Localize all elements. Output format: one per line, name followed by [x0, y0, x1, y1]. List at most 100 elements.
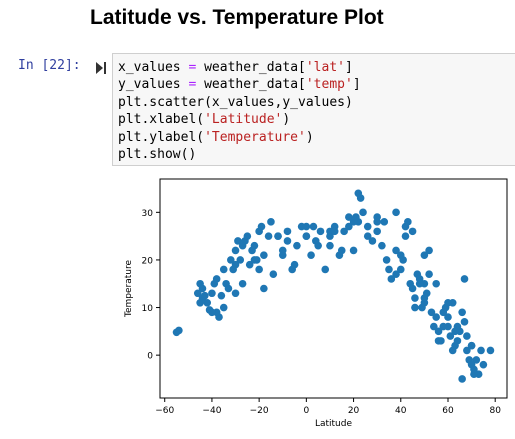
data-point — [458, 308, 466, 317]
data-point — [401, 232, 410, 240]
data-point — [382, 256, 391, 264]
code-operator: = — [188, 77, 197, 93]
data-point — [486, 346, 495, 355]
y-tick-label: 0 — [147, 352, 153, 362]
data-point — [352, 213, 360, 221]
data-point — [463, 346, 471, 355]
code-line: plt.xlabel('Latitude') — [118, 112, 290, 127]
code-line: plt.ylabel('Temperature') — [118, 130, 314, 145]
data-point — [411, 294, 419, 302]
data-point — [380, 218, 389, 226]
data-point — [293, 241, 301, 250]
code-string: 'lat' — [305, 60, 345, 75]
data-point — [260, 284, 268, 293]
data-point — [231, 289, 240, 298]
data-point — [340, 227, 348, 236]
code-text: plt.ylabel( — [118, 129, 205, 145]
data-point — [302, 232, 311, 240]
data-point — [238, 279, 247, 288]
x-axis-label: Latitude — [315, 419, 353, 429]
code-cell-editor[interactable]: x_values = weather_data['lat'] y_values … — [112, 53, 515, 166]
data-point — [274, 232, 282, 240]
data-point — [243, 232, 252, 240]
data-point — [446, 332, 455, 340]
data-point — [264, 232, 273, 240]
data-point — [472, 356, 481, 364]
data-point — [245, 260, 254, 269]
data-point — [408, 227, 417, 236]
data-point — [278, 246, 287, 255]
data-point — [269, 270, 278, 279]
cell-output: −60 −40 −20 0 20 40 60 80 0 10 20 30 Latitude Tempera… — [110, 172, 515, 439]
code-line: plt.show() — [118, 147, 196, 162]
data-point — [227, 256, 235, 264]
data-point — [460, 275, 469, 283]
code-text: x_values — [118, 60, 189, 75]
data-point — [448, 346, 457, 355]
data-point — [411, 303, 419, 312]
data-point — [392, 208, 400, 217]
data-point — [458, 375, 466, 383]
data-point — [309, 222, 318, 231]
x-tick-label: 40 — [395, 406, 407, 416]
code-text: ) — [282, 112, 291, 128]
x-tick-label: 60 — [442, 406, 454, 416]
data-point — [373, 227, 381, 236]
code-text: plt.xlabel( — [118, 112, 205, 128]
code-operator: = — [188, 60, 197, 75]
notebook-heading: Latitude vs. Temperature Plot — [90, 6, 384, 29]
data-point — [432, 313, 440, 321]
data-point — [250, 256, 259, 264]
data-point — [302, 222, 311, 231]
code-text: plt.scatter(x_values,y_values) — [118, 94, 353, 110]
data-point — [257, 222, 266, 231]
code-text: ] — [352, 77, 361, 93]
data-point — [470, 370, 478, 378]
plot-frame — [159, 178, 508, 399]
y-tick-label: 30 — [142, 209, 154, 219]
data-point — [290, 260, 299, 269]
x-tick-label: 80 — [489, 406, 501, 416]
data-point — [219, 303, 228, 312]
data-point — [260, 251, 268, 259]
data-point — [349, 246, 358, 255]
data-point — [231, 246, 240, 255]
data-point — [425, 270, 433, 279]
data-point — [453, 337, 462, 345]
data-point — [236, 256, 245, 264]
data-point — [208, 289, 216, 298]
code-text: weather_data[ — [196, 60, 306, 75]
run-cell-icon[interactable] — [96, 62, 106, 74]
data-point — [368, 237, 377, 245]
data-point — [408, 284, 417, 293]
data-point — [432, 279, 440, 288]
code-text: y_values — [118, 77, 189, 93]
data-point — [425, 246, 433, 255]
data-point — [396, 265, 405, 274]
data-point — [208, 308, 216, 317]
x-tick-label: 20 — [348, 406, 360, 416]
data-point — [385, 265, 393, 274]
data-point — [363, 222, 372, 231]
data-point — [463, 332, 471, 340]
data-point — [467, 341, 476, 350]
data-point — [250, 241, 259, 250]
data-point — [415, 279, 424, 288]
data-point — [434, 337, 443, 345]
cell-prompt: In [22]: — [18, 58, 81, 73]
y-tick-label: 10 — [142, 304, 154, 314]
data-point — [434, 327, 443, 336]
y-axis-label: Temperature — [124, 260, 134, 318]
x-tick-label: −20 — [250, 406, 269, 416]
code-string: 'Latitude' — [204, 112, 283, 128]
data-point — [193, 289, 202, 298]
data-point — [345, 222, 353, 231]
code-block[interactable]: x_values = weather_data['lat'] y_values … — [118, 59, 361, 163]
code-string: 'Temperature' — [204, 129, 306, 145]
data-point — [477, 346, 485, 355]
code-text: ] — [345, 60, 353, 75]
data-point — [404, 218, 412, 226]
data-point — [217, 291, 226, 300]
code-text: weather_data[ — [196, 77, 306, 93]
data-point — [392, 246, 400, 255]
